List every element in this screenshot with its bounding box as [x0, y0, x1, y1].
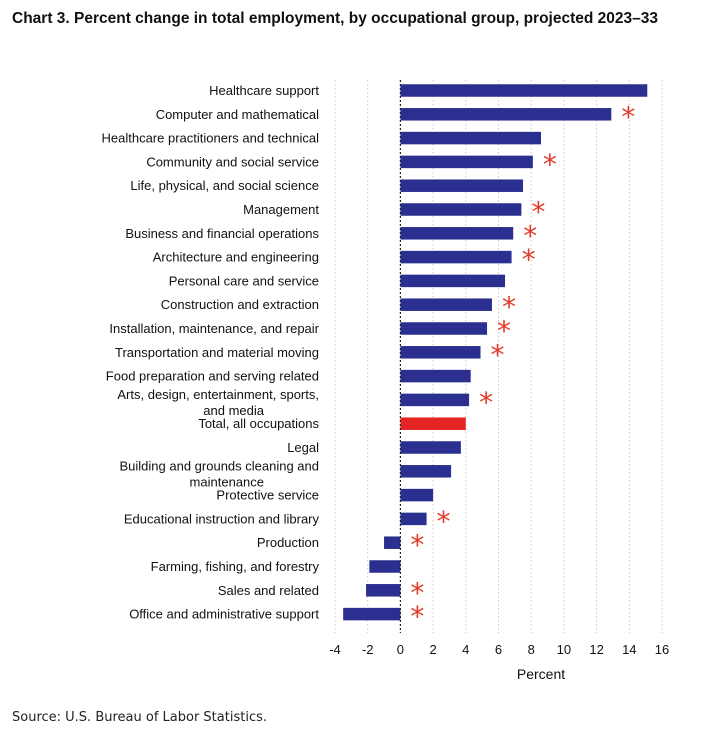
bar [384, 536, 401, 549]
category-label: Building and grounds cleaning and mainten… [120, 458, 320, 489]
significance-star: * [523, 219, 537, 252]
star-markers: ************* [410, 100, 635, 633]
significance-star: * [502, 291, 516, 324]
bar [400, 465, 452, 478]
bar [400, 131, 542, 145]
bar [369, 560, 401, 573]
category-label: Healthcare support [209, 83, 319, 98]
category-label: Total, all occupations [198, 416, 319, 431]
bars [343, 84, 648, 621]
category-label-line: Building and grounds cleaning and [120, 458, 320, 473]
x-tick-label: 12 [589, 642, 603, 657]
category-label: Life, physical, and social science [130, 178, 319, 193]
bar [400, 250, 512, 264]
bar [400, 274, 506, 288]
significance-star: * [522, 243, 536, 276]
significance-star: * [410, 576, 424, 609]
x-tick-label: 6 [495, 642, 502, 657]
category-label: Educational instruction and library [124, 511, 320, 526]
bar [400, 417, 466, 430]
significance-star: * [479, 386, 493, 419]
x-tick-label: -2 [362, 642, 374, 657]
x-tick-label: 16 [655, 642, 669, 657]
x-tick-label: 8 [528, 642, 535, 657]
bar [400, 155, 533, 169]
bar [400, 488, 434, 502]
bar [400, 369, 471, 383]
significance-star: * [410, 600, 424, 633]
category-label: Community and social service [146, 154, 319, 169]
x-tick-label: 14 [622, 642, 636, 657]
category-label: Construction and extraction [161, 297, 319, 312]
significance-star: * [543, 148, 557, 181]
significance-star: * [491, 338, 505, 371]
significance-star: * [437, 505, 451, 538]
x-axis-label: Percent [517, 666, 565, 682]
chart-title: Chart 3. Percent change in total employm… [12, 10, 658, 27]
category-label: Legal [287, 440, 319, 455]
x-tick-label: 10 [557, 642, 571, 657]
bar [400, 84, 648, 97]
bar [343, 607, 401, 621]
bar-chart: Healthcare support Computer and mathemati… [101, 80, 669, 682]
significance-star: * [497, 315, 511, 348]
bar [400, 203, 522, 216]
category-label: Farming, fishing, and forestry [151, 559, 320, 574]
category-label: Office and administrative support [129, 607, 319, 622]
significance-star: * [531, 196, 545, 229]
significance-star: * [621, 100, 635, 133]
bar [400, 346, 481, 359]
bar [366, 584, 401, 597]
x-tick-label: 2 [429, 642, 436, 657]
bar [400, 108, 612, 121]
category-label: Management [243, 202, 319, 217]
bar [400, 322, 488, 335]
category-label: Protective service [216, 488, 319, 503]
x-tick-label: 0 [397, 642, 404, 657]
x-tick-label: -4 [329, 642, 341, 657]
category-label: Food preparation and serving related [106, 369, 319, 384]
category-labels: Healthcare support Computer and mathemati… [101, 83, 319, 622]
category-label: Healthcare practitioners and technical [101, 131, 319, 146]
significance-star: * [410, 529, 424, 562]
category-label-line: maintenance [190, 474, 264, 489]
category-label-line: and media [203, 403, 264, 418]
bar [400, 393, 470, 407]
category-label: Production [257, 535, 319, 550]
category-label: Arts, design, entertainment, sports, and … [117, 387, 319, 418]
category-label: Installation, maintenance, and repair [109, 321, 319, 336]
category-label-line: Arts, design, entertainment, sports, [117, 387, 319, 402]
x-tick-labels: -4 -2 0 2 4 6 8 10 12 14 16 [329, 642, 669, 657]
bar [400, 512, 427, 526]
category-label: Transportation and material moving [115, 345, 319, 360]
bar [400, 227, 514, 240]
category-label: Sales and related [218, 583, 319, 598]
category-label: Personal care and service [169, 273, 319, 288]
category-label: Business and financial operations [125, 226, 319, 241]
category-label: Computer and mathematical [156, 107, 319, 122]
category-label: Architecture and engineering [153, 250, 319, 265]
bar [400, 179, 524, 192]
bar [400, 298, 492, 311]
x-tick-label: 4 [462, 642, 469, 657]
bar [400, 441, 461, 454]
source-note: Source: U.S. Bureau of Labor Statistics. [12, 710, 267, 725]
